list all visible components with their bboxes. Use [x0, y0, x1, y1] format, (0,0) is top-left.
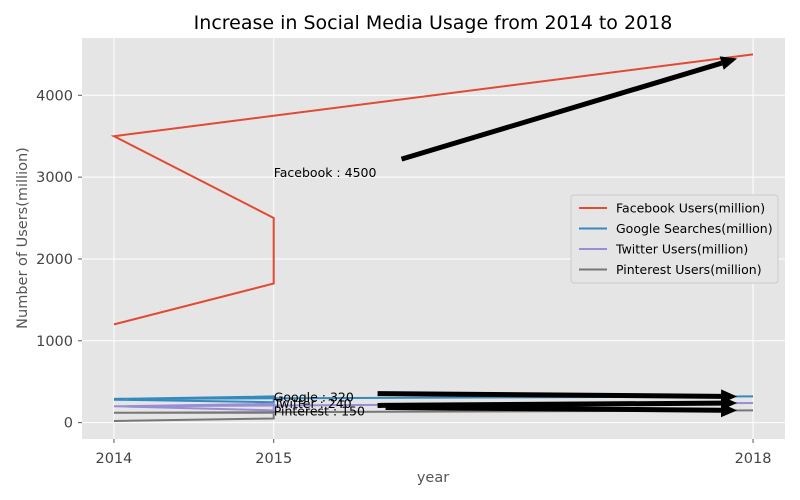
annotation-label: Facebook : 4500 — [274, 165, 377, 180]
y-tick-label: 4000 — [36, 88, 73, 104]
legend-label: Facebook Users(million) — [616, 201, 765, 216]
legend-label: Pinterest Users(million) — [616, 262, 762, 277]
google-searches-line — [113, 395, 754, 404]
x-tick-label: 2018 — [735, 451, 772, 467]
legend-label: Google Searches(million) — [616, 221, 773, 236]
series-lines — [110, 53, 754, 422]
legend-box — [570, 194, 779, 284]
annotation-arrow-shaft — [385, 404, 722, 413]
facebook-users-line — [110, 53, 754, 326]
y-axis: 0 1000 2000 3000 4000 — [36, 88, 82, 432]
annotation-label: Pinterest : 150 — [274, 403, 365, 418]
x-tick-label: 2015 — [255, 451, 292, 467]
twitter-users-line — [113, 402, 754, 412]
annotation-arrow-head — [719, 56, 738, 70]
x-axis-label: year — [417, 470, 449, 486]
y-axis-label: Number of Users(million) — [15, 147, 31, 329]
y-tick-label: 2000 — [36, 252, 73, 268]
chart-title: Increase in Social Media Usage from 2014… — [194, 12, 673, 34]
legend-label: Twitter Users(million) — [615, 242, 748, 257]
annotation-arrow-shaft — [377, 391, 722, 399]
annotation-arrow-shaft — [377, 400, 722, 408]
y-tick-label: 0 — [64, 416, 73, 432]
annotation-arrow-head — [721, 403, 738, 418]
annotation-arrow-shaft — [400, 60, 723, 162]
y-tick-label: 1000 — [36, 334, 73, 350]
annotation-label: Google : 320 — [274, 389, 354, 404]
legend: Facebook Users(million) Google Searches(m… — [570, 194, 779, 284]
annotation-label: Twitter : 240 — [273, 396, 352, 411]
pinterest-users-line — [113, 409, 754, 422]
x-tick-label: 2014 — [96, 451, 133, 467]
y-tick-label: 3000 — [36, 170, 73, 186]
x-axis: 2014 2015 2018 — [96, 439, 772, 467]
